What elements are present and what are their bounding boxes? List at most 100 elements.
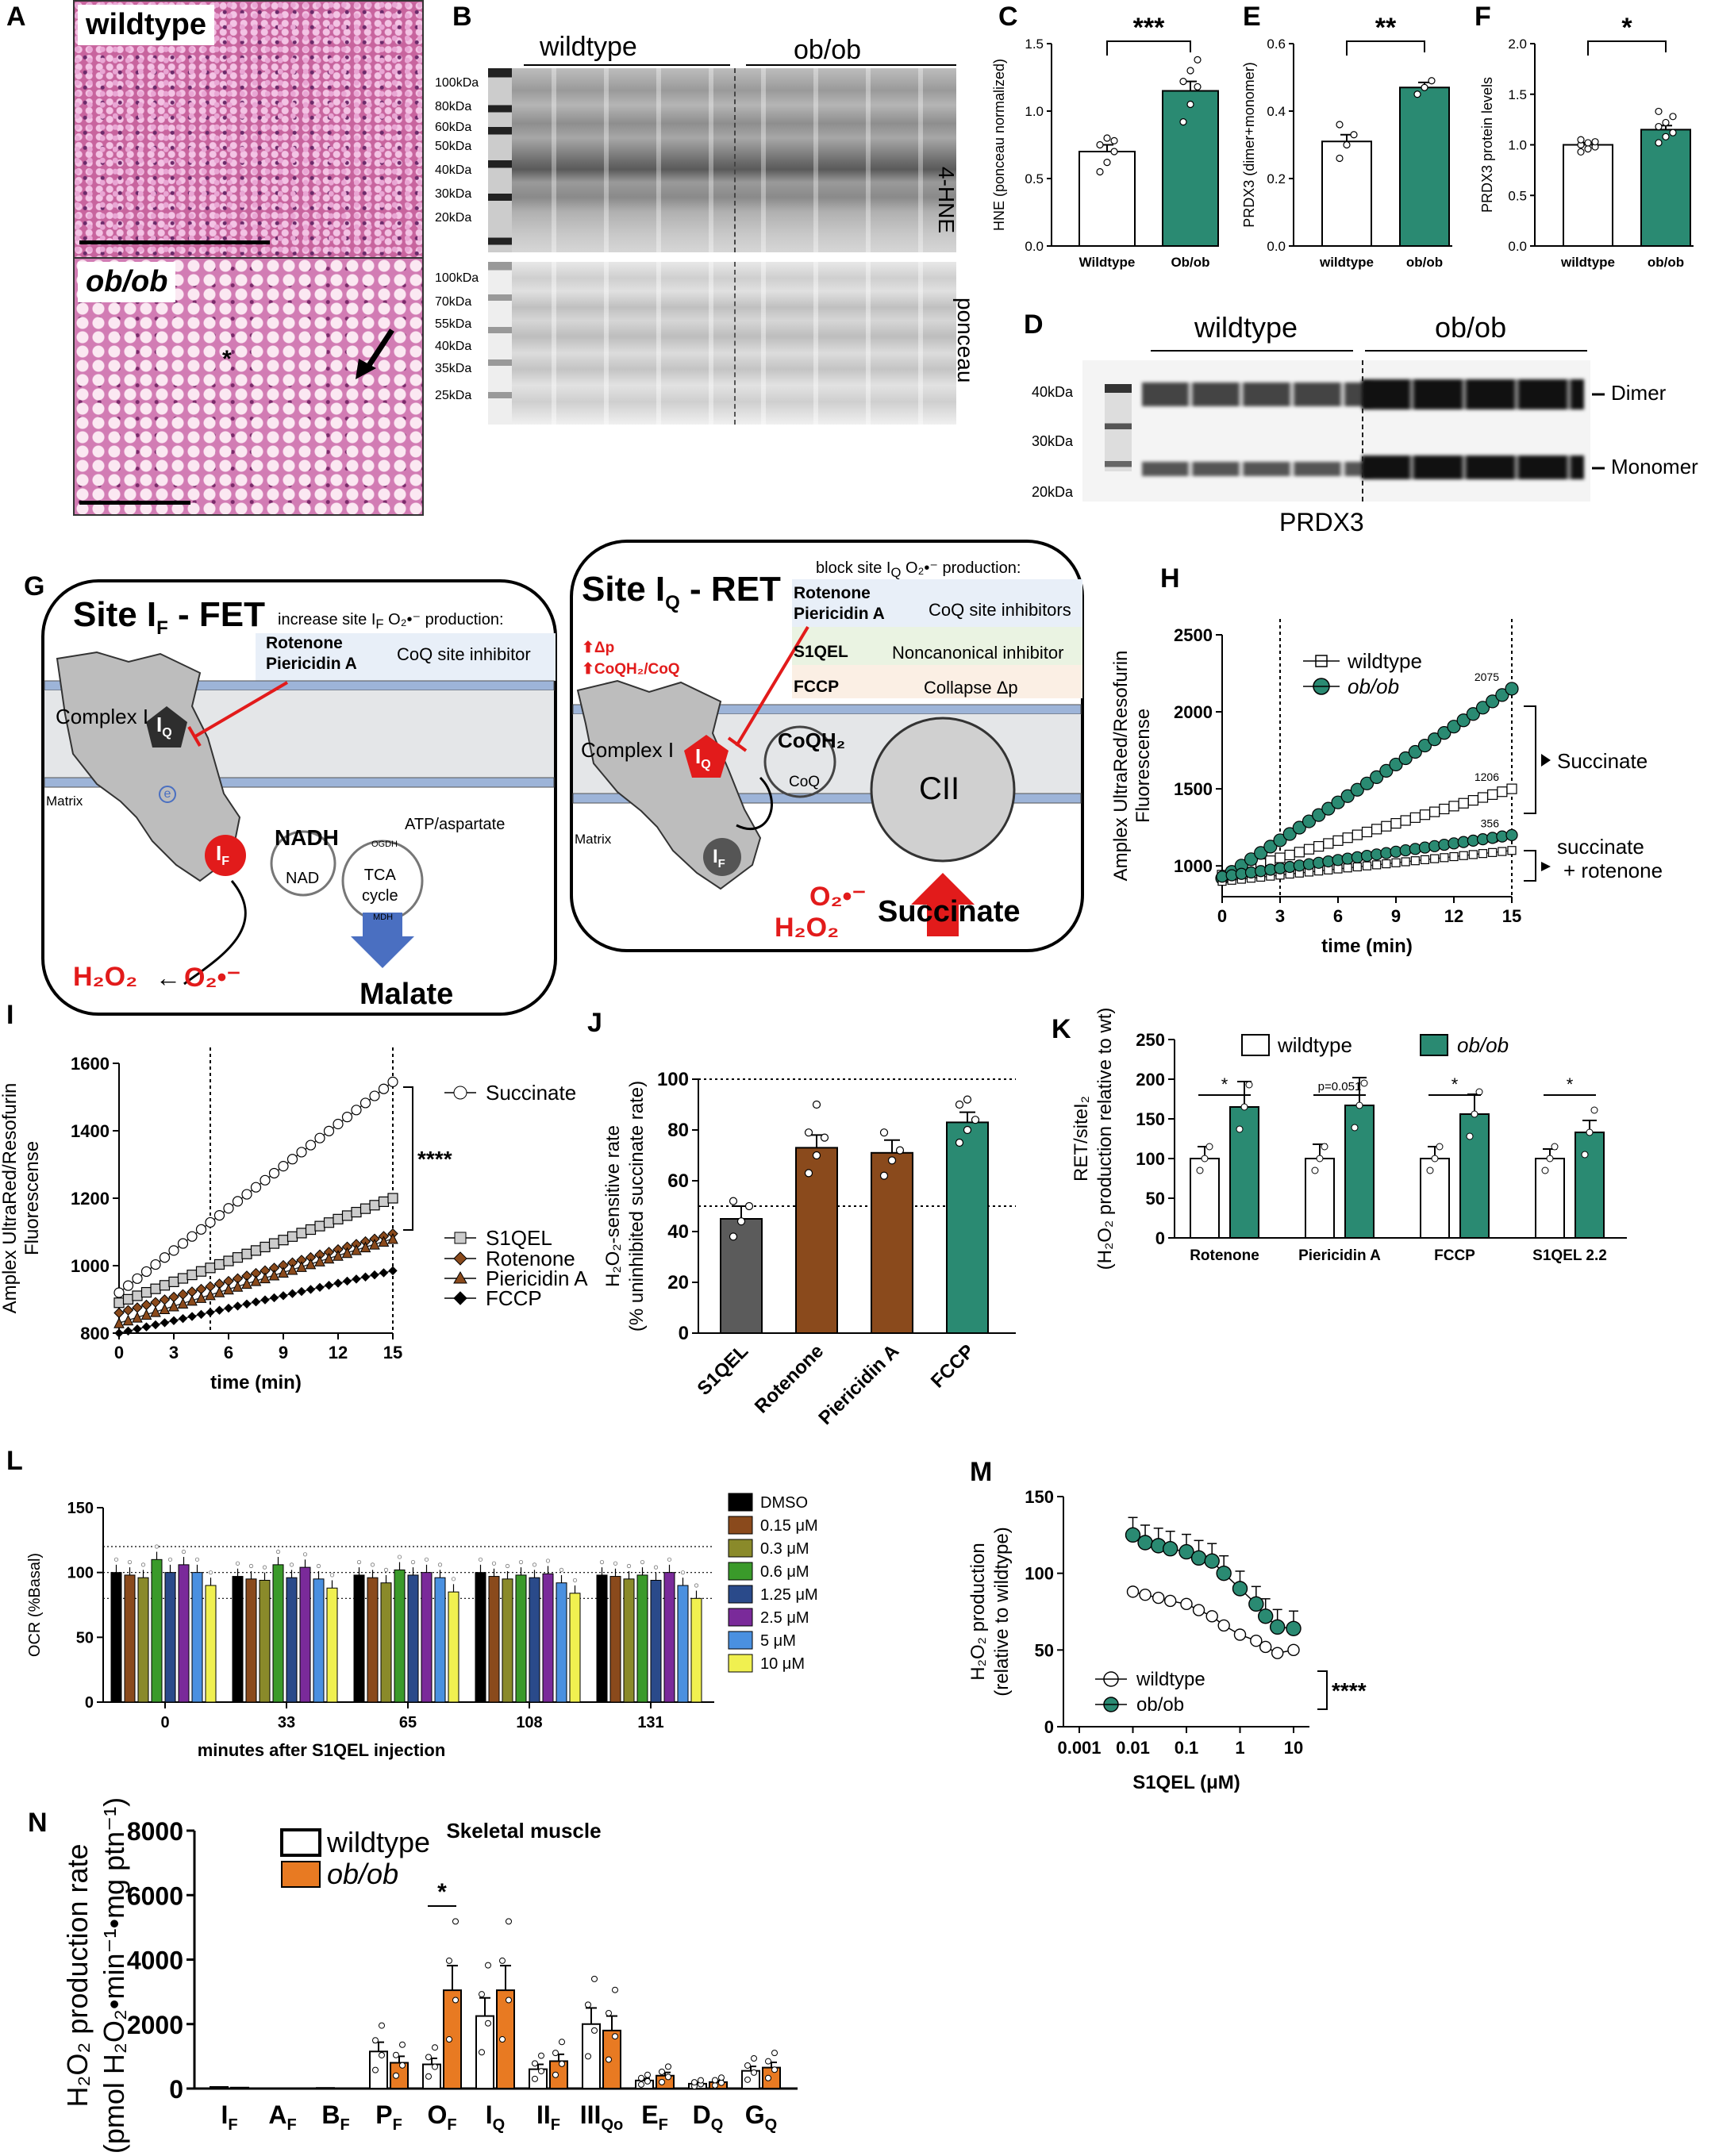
data-point [1096, 167, 1104, 176]
x-axis-label: S1QEL (μM) [1132, 1772, 1240, 1793]
legend-swatch [728, 1539, 753, 1558]
cii-circle [870, 717, 1016, 863]
data-point [1669, 129, 1677, 136]
data-point [1584, 145, 1592, 153]
bar [353, 1574, 365, 1703]
data-point [296, 1261, 307, 1272]
blot-divider [734, 68, 736, 252]
blot-d-group-obob: ob/ob [1435, 311, 1507, 344]
bar [609, 1576, 621, 1703]
blot-prdx3 [1082, 360, 1590, 502]
y-tick-label: 1.5 [1508, 87, 1527, 102]
data-point [691, 2079, 698, 2086]
data-point [360, 1241, 371, 1253]
data-point [485, 2020, 491, 2027]
data-point [694, 1583, 699, 1588]
data-point [195, 1292, 207, 1303]
fet-h2o2: H₂O₂ [73, 962, 138, 992]
data-point [425, 2054, 432, 2061]
data-point [485, 1962, 491, 1969]
legend-swatch [728, 1654, 753, 1673]
legend-label: wildtype [1347, 649, 1422, 673]
data-point [1590, 1106, 1598, 1114]
data-point [1302, 814, 1317, 828]
bar [529, 1577, 540, 1703]
data-point [1505, 682, 1519, 696]
data-point [1258, 1608, 1274, 1624]
data-point [168, 1276, 179, 1287]
data-point [1190, 1550, 1207, 1566]
data-point [1316, 1155, 1324, 1163]
data-point [1391, 858, 1401, 867]
data-point [287, 1289, 298, 1298]
blot-b-marker: 25kDa [435, 389, 472, 402]
significance-bracket [1587, 40, 1667, 56]
data-point [372, 2037, 379, 2044]
blot-ladder [1105, 384, 1132, 471]
ret-if-label: IF [713, 846, 725, 870]
blot-b-group-wildtype: wildtype [540, 32, 637, 62]
data-point [356, 1560, 362, 1565]
y-tick-label: 40 [667, 1221, 689, 1243]
data-point [379, 1268, 389, 1278]
data-point [1313, 840, 1325, 852]
inhibitor-bar [187, 725, 202, 747]
data-point [659, 2078, 665, 2085]
data-point [804, 1169, 813, 1178]
band-label-dimer: Dimer [1611, 381, 1667, 405]
y-tick-label: 6000 [127, 1881, 183, 1910]
bar [367, 1577, 379, 1703]
data-point [1458, 797, 1469, 809]
data-point [260, 1295, 270, 1305]
y-tick-label: 0.4 [1267, 104, 1286, 119]
bar [596, 1574, 608, 1703]
asterisk-marker: * [222, 346, 232, 372]
x-tick-label: 0 [1217, 906, 1227, 926]
blot-d-group-lines [1151, 350, 1587, 352]
data-point [572, 1578, 578, 1583]
group-label: 131 [637, 1714, 663, 1731]
data-point [1292, 821, 1306, 835]
data-point [1126, 1585, 1140, 1598]
data-point [297, 1286, 306, 1297]
ret-iq-label: IQ [695, 744, 711, 772]
data-point [1342, 832, 1353, 844]
bar [636, 1574, 648, 1703]
data-point [1362, 861, 1372, 870]
chart-n: 0 2000 4000 6000 8000 Skeletal muscle wildtype… [61, 1797, 798, 2154]
data-point [1507, 846, 1517, 855]
data-point [195, 1266, 207, 1277]
data-point [113, 1557, 119, 1562]
data-point [771, 2050, 778, 2057]
data-point [1205, 1143, 1213, 1151]
blot-b-marker: 30kDa [435, 187, 472, 201]
y-tick-label: 1000 [71, 1256, 110, 1276]
bar [502, 1578, 513, 1703]
blot-ladder [488, 262, 512, 425]
significance-label: ** [1375, 13, 1397, 43]
significance-label: * [1451, 1074, 1459, 1094]
data-point [369, 1090, 380, 1101]
data-point [638, 2081, 644, 2088]
y-tick-label: 1000 [1174, 856, 1213, 876]
data-point [751, 2069, 757, 2076]
data-point [1372, 860, 1382, 870]
data-point [205, 1289, 216, 1301]
data-point [333, 1118, 344, 1130]
significance-label: p=0.051 [1318, 1080, 1362, 1093]
data-point [1194, 83, 1202, 91]
data-point [1139, 1589, 1152, 1601]
legend-label: 0.15 μM [760, 1517, 818, 1535]
data-point [262, 1565, 267, 1570]
category-label: ob/ob [1406, 255, 1443, 270]
bar [871, 1151, 913, 1334]
ret-row-desc-0: CoQ site inhibitors [929, 600, 1071, 620]
data-point [1248, 1596, 1264, 1612]
data-point [306, 1285, 316, 1294]
significance-label: * [437, 1879, 447, 1905]
data-point [812, 1100, 821, 1109]
y-tick-label: 100 [67, 1565, 94, 1582]
data-point [718, 2079, 725, 2086]
data-point [387, 1193, 398, 1204]
